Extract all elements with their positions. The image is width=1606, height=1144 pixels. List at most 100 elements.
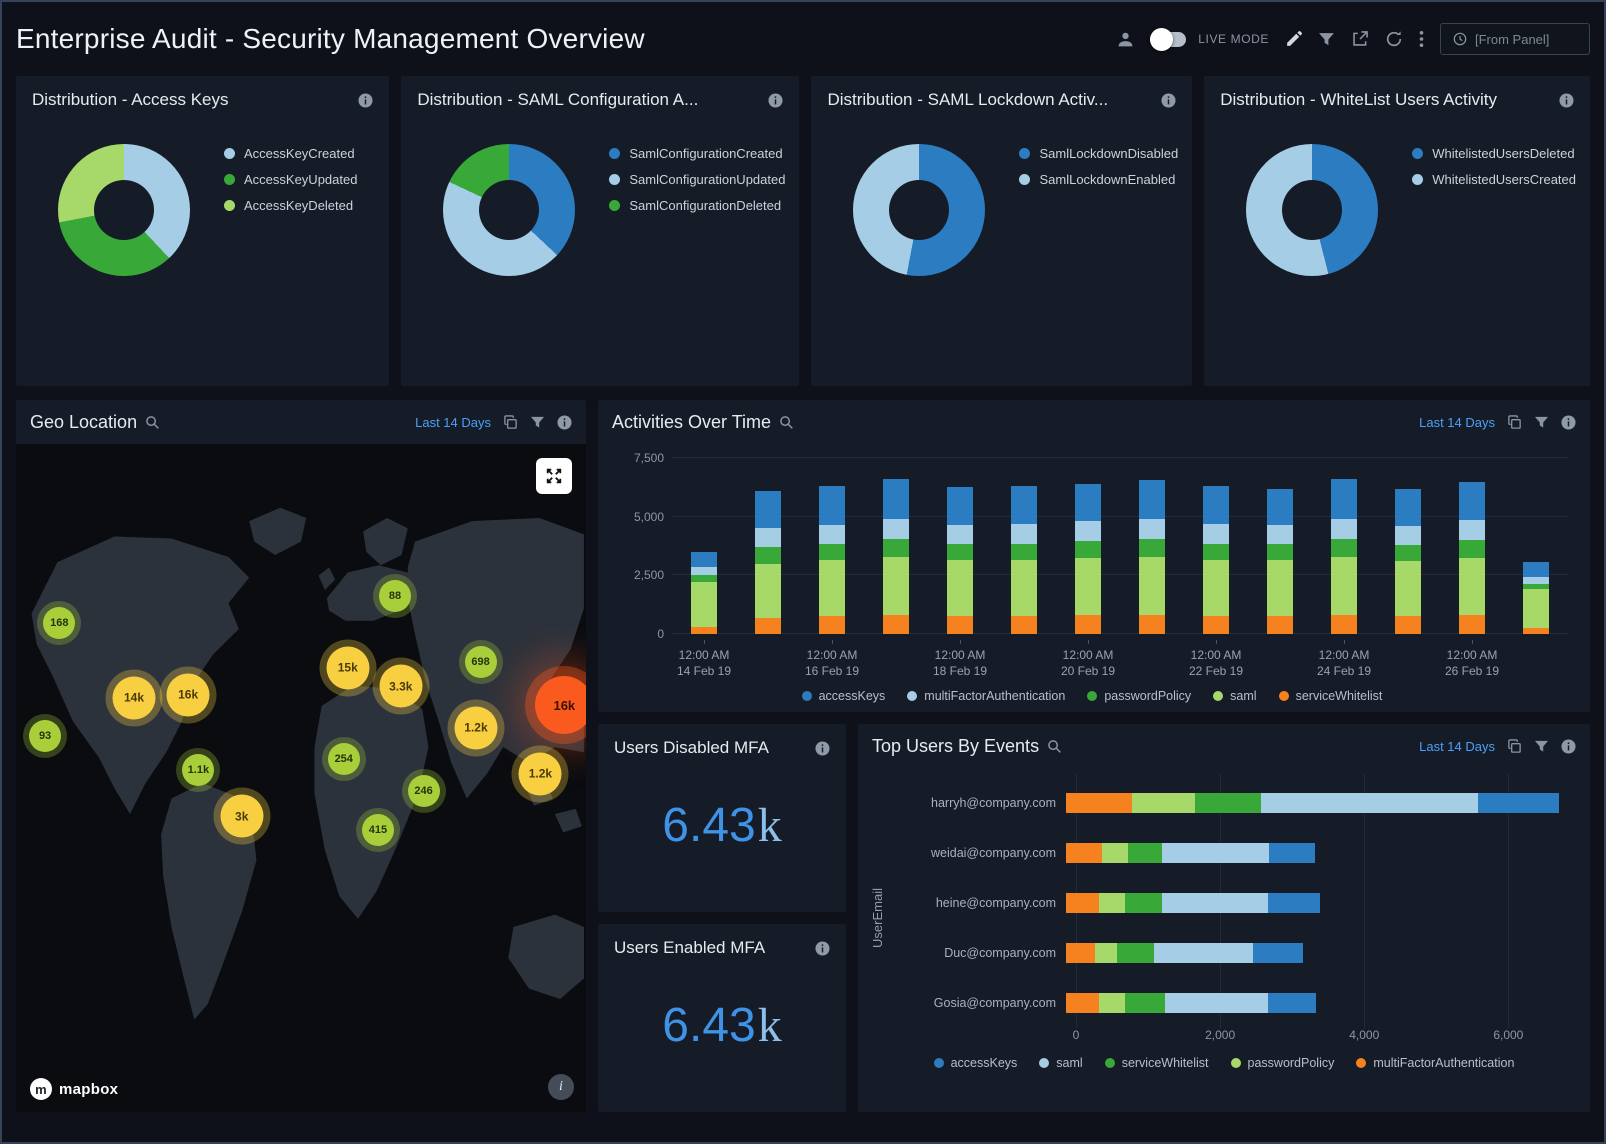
map-cluster-marker[interactable]: 698 — [464, 645, 497, 678]
x-axis-label — [736, 640, 800, 679]
x-axis-tick-label: 0 — [1072, 1028, 1080, 1042]
legend-label: serviceWhitelist — [1295, 689, 1383, 703]
bar-segment-multiFactorAuthentication — [1066, 943, 1096, 963]
time-range-link[interactable]: Last 14 Days — [1419, 414, 1495, 430]
gridline — [672, 633, 1568, 634]
bar-segment-multiFactorAuthentication — [1203, 523, 1229, 544]
map-cluster-marker[interactable]: 168 — [43, 607, 76, 640]
map-cluster-marker[interactable]: 14k — [112, 676, 156, 720]
map-cluster-marker[interactable]: 254 — [327, 742, 360, 775]
bar-segment-serviceWhitelist — [1267, 616, 1293, 634]
metric-number: 6.43 — [662, 798, 756, 852]
filter-icon[interactable] — [530, 415, 545, 430]
legend-label: SamlConfigurationCreated — [629, 146, 783, 161]
map-cluster-marker[interactable]: 16k — [166, 673, 210, 716]
refresh-icon[interactable] — [1385, 30, 1403, 48]
legend-item: AccessKeyUpdated — [224, 172, 357, 187]
legend-dot — [1412, 148, 1424, 159]
legend-item: SamlConfigurationDeleted — [609, 198, 785, 213]
filter-icon[interactable] — [1534, 739, 1549, 754]
info-icon[interactable] — [1561, 738, 1576, 754]
copy-icon[interactable] — [1507, 414, 1522, 430]
bar-segment-accessKeys — [1075, 483, 1101, 522]
info-icon[interactable] — [768, 92, 783, 108]
time-range-link[interactable]: Last 14 Days — [1419, 738, 1495, 754]
bar-segment-multiFactorAuthentication — [1331, 519, 1357, 539]
user-icon[interactable] — [1117, 31, 1134, 48]
y-axis-tick-label: 2,500 — [633, 568, 664, 583]
gridline — [672, 574, 1568, 576]
filter-icon[interactable] — [1318, 31, 1335, 48]
magnifier-icon[interactable] — [145, 415, 160, 430]
legend-item: saml — [1213, 689, 1257, 703]
map-cluster-marker[interactable]: 246 — [407, 775, 440, 808]
legend-label: SamlLockdownEnabled — [1039, 172, 1176, 187]
bar-segment-multiFactorAuthentication — [691, 567, 717, 576]
panel-title: Activities Over Time — [612, 411, 772, 432]
info-icon[interactable] — [1559, 92, 1574, 108]
filter-icon[interactable] — [1534, 415, 1549, 430]
map-cluster-marker[interactable]: 1.2k — [518, 752, 562, 796]
bar-slot — [992, 458, 1056, 634]
more-menu-icon[interactable] — [1419, 30, 1424, 48]
stacked-bar — [1066, 893, 1566, 913]
legend-label: AccessKeyUpdated — [244, 172, 358, 187]
info-icon[interactable] — [815, 940, 830, 956]
map-cluster-marker[interactable]: 88 — [379, 580, 412, 613]
info-icon[interactable] — [815, 740, 830, 756]
bar-segment-saml — [1161, 843, 1269, 863]
info-icon[interactable] — [1561, 414, 1576, 430]
legend-item: passwordPolicy — [1087, 689, 1191, 703]
bar-segment-passwordPolicy — [691, 575, 717, 583]
legend-item: WhitelistedUsersDeleted — [1412, 146, 1576, 161]
map-cluster-marker[interactable]: 15k — [326, 646, 370, 690]
x-axis-label — [1504, 640, 1568, 679]
share-icon[interactable] — [1351, 30, 1369, 48]
stacked-bar — [1066, 993, 1566, 1013]
from-panel-select[interactable]: [From Panel] — [1440, 23, 1590, 55]
map-info-icon[interactable]: i — [548, 1074, 574, 1100]
panel-title: Top Users By Events — [872, 735, 1040, 756]
map-cluster-marker[interactable]: 93 — [29, 719, 62, 752]
user-email-label: weidai@company.com — [930, 846, 1056, 860]
fullscreen-icon[interactable] — [536, 458, 572, 494]
top-users-plot: harryh@company.com weidai@company.com hein… — [904, 774, 1572, 1028]
bar-segment-accessKeys — [1477, 793, 1559, 813]
world-map[interactable]: 168 88 15k 3.3k 698 14k 16k 16k 1.2k 93 1.1k 254 3k 2… — [16, 444, 586, 1112]
legend-item: serviceWhitelist — [1104, 1056, 1209, 1070]
bar-slot — [1056, 458, 1120, 634]
live-mode-toggle[interactable] — [1150, 27, 1187, 51]
legend-dot — [224, 174, 235, 185]
legend-item: multiFactorAuthentication — [1356, 1056, 1514, 1070]
bar-segment-accessKeys — [1268, 843, 1315, 863]
magnifier-icon[interactable] — [779, 415, 794, 430]
time-range-link[interactable]: Last 14 Days — [415, 414, 491, 430]
copy-icon[interactable] — [1507, 738, 1522, 754]
map-cluster-marker[interactable]: 415 — [361, 814, 394, 847]
map-cluster-marker[interactable]: 3.3k — [379, 664, 423, 708]
stacked-bar — [1203, 458, 1229, 634]
bar-segment-saml — [1161, 893, 1269, 913]
bar-segment-serviceWhitelist — [883, 615, 909, 634]
world-map-landmass — [31, 507, 584, 1020]
map-cluster-marker[interactable]: 1.1k — [182, 753, 215, 786]
info-icon[interactable] — [1161, 92, 1176, 108]
donut-chart — [1246, 144, 1379, 276]
legend-dot — [1104, 1058, 1115, 1068]
info-icon[interactable] — [557, 414, 572, 430]
magnifier-icon[interactable] — [1047, 739, 1062, 754]
map-cluster-marker[interactable]: 16k — [535, 676, 586, 735]
copy-icon[interactable] — [503, 414, 518, 430]
stacked-bar — [1066, 843, 1566, 863]
bar-segment-accessKeys — [1011, 486, 1037, 524]
legend-label: multiFactorAuthentication — [1373, 1056, 1515, 1070]
map-cluster-marker[interactable]: 3k — [220, 794, 264, 838]
map-cluster-marker[interactable]: 1.2k — [454, 706, 498, 750]
donut-chart — [58, 144, 190, 276]
legend-item: saml — [1039, 1056, 1083, 1070]
info-icon[interactable] — [358, 92, 373, 108]
legend-item: AccessKeyDeleted — [224, 198, 357, 213]
x-axis-labels: 0 2,000 4,000 6,000 — [1072, 1028, 1566, 1046]
gridline — [672, 457, 1568, 458]
edit-icon[interactable] — [1285, 30, 1302, 48]
